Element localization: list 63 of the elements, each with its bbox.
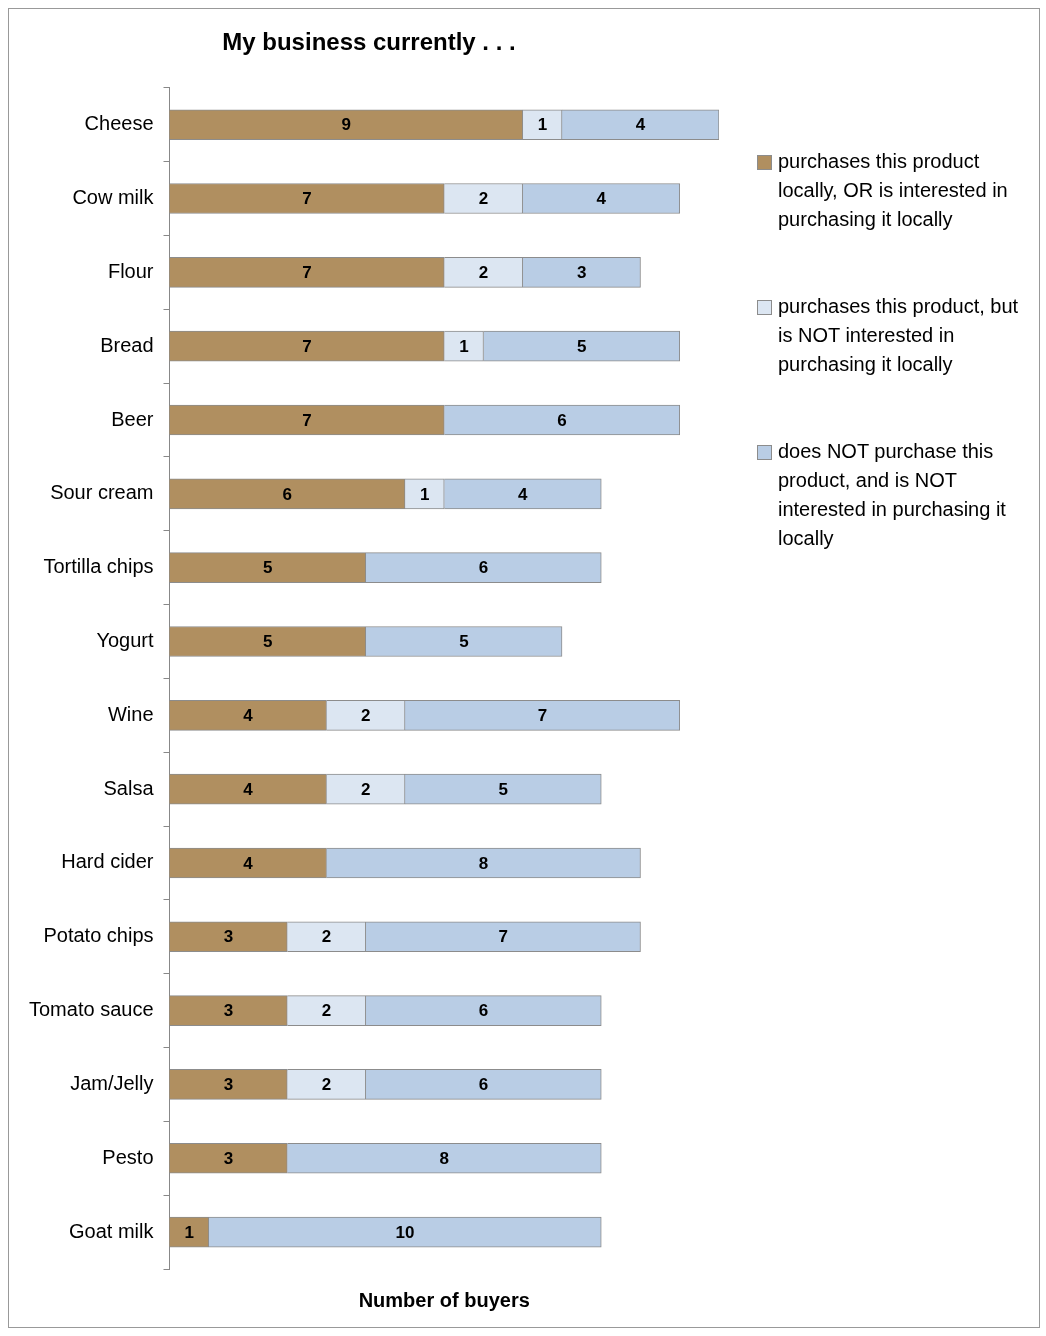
data-label: 5	[262, 632, 273, 652]
data-label: 6	[478, 558, 489, 578]
data-label: 2	[321, 1001, 332, 1021]
y-tick-label: Goat milk	[69, 1219, 155, 1242]
data-label: 7	[537, 706, 548, 725]
data-label: 5	[459, 632, 469, 652]
legend-label: purchases this product locally, OR is interested in purchasing it locally	[778, 149, 1009, 232]
data-label: 6	[557, 410, 567, 430]
data-label: 10	[395, 1222, 415, 1242]
x-axis-title: Number of buyers	[358, 1288, 530, 1311]
legend-label: does NOT purchase this product, and is NOT interested in purchasing it locally	[778, 439, 1007, 551]
y-tick-label: Cow milk	[72, 186, 155, 209]
y-tick-label: Sour cream	[50, 481, 154, 504]
data-label: 7	[498, 927, 508, 947]
data-label: 2	[478, 263, 489, 283]
data-label: 2	[321, 1075, 332, 1095]
y-tick-label: Bread	[100, 333, 154, 356]
data-label: 9	[341, 115, 351, 135]
data-label: 7	[302, 189, 312, 209]
data-label: 3	[223, 927, 234, 947]
data-label: 1	[459, 336, 469, 356]
data-label: 2	[478, 189, 489, 209]
data-label: 2	[361, 706, 371, 725]
y-tick-label: Pesto	[102, 1145, 154, 1168]
data-label: 7	[302, 410, 312, 430]
chart-title: My business currently . . .	[222, 28, 516, 56]
y-tick-label: Tortilla chips	[43, 555, 154, 578]
data-label: 1	[184, 1222, 194, 1242]
data-label: 1	[537, 115, 548, 135]
data-label: 4	[596, 189, 607, 209]
data-label: 3	[223, 1001, 234, 1021]
y-tick-label: Flour	[107, 259, 154, 282]
y-tick-label: Salsa	[103, 776, 155, 799]
data-label: 2	[361, 779, 371, 799]
y-tick-label: Beer	[111, 407, 154, 430]
data-label: 1	[419, 484, 430, 504]
data-label: 7	[302, 263, 312, 283]
data-label: 3	[576, 263, 587, 283]
legend-label: purchases this product, but is NOT interested in purchasing it locally	[778, 294, 1020, 377]
data-label: 6	[478, 1075, 489, 1095]
data-label: 6	[478, 1001, 489, 1021]
data-label: 5	[498, 779, 508, 799]
y-tick-label: Hard cider	[61, 850, 154, 873]
y-tick-label: Tomato sauce	[29, 998, 154, 1021]
data-label: 4	[243, 853, 254, 873]
data-label: 3	[223, 1075, 234, 1095]
y-tick-label: Cheese	[84, 112, 154, 135]
data-label: 4	[243, 706, 254, 725]
data-label: 2	[321, 927, 332, 947]
data-label: 7	[302, 336, 312, 356]
data-label: 4	[518, 484, 529, 504]
data-label: 8	[439, 1148, 449, 1168]
data-label: 3	[223, 1148, 234, 1168]
y-tick-label: Jam/Jelly	[70, 1071, 154, 1094]
y-tick-label: Wine	[107, 702, 154, 725]
data-label: 5	[262, 558, 273, 578]
data-label: 4	[243, 779, 254, 799]
data-label: 8	[478, 853, 489, 873]
y-tick-label: Yogurt	[96, 629, 154, 651]
y-tick-label: Potato chips	[43, 924, 154, 947]
data-label: 5	[576, 336, 587, 356]
data-label: 6	[282, 484, 292, 504]
data-label: 4	[635, 115, 646, 135]
